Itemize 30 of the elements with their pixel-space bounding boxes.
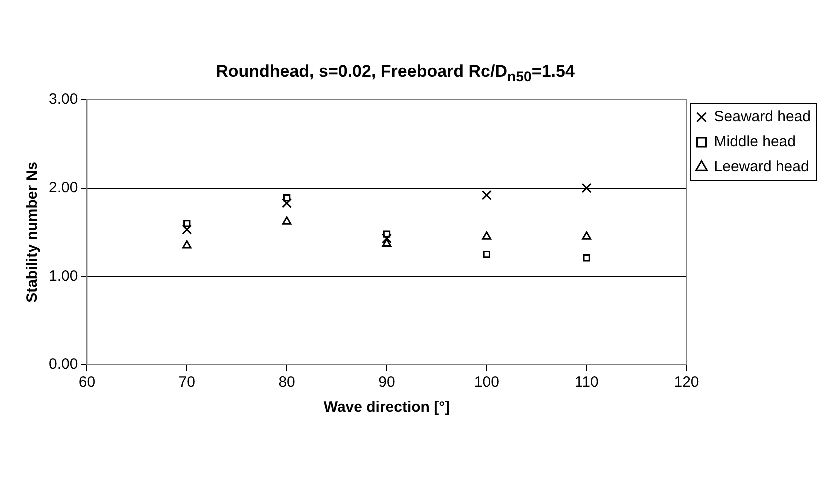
point: [483, 251, 490, 258]
point: [182, 240, 192, 249]
y-tick-label: 3.00: [48, 91, 78, 108]
point: [582, 183, 592, 194]
point: [382, 234, 392, 244]
y-tick-label: 0.00: [48, 356, 78, 374]
point: [282, 198, 292, 208]
point: [184, 220, 191, 228]
legend-label: Seaward head: [714, 108, 812, 126]
point: [182, 224, 192, 235]
x-tick-label: 100: [474, 374, 500, 392]
point: [583, 254, 590, 262]
x-axis-title: Wave direction [°]: [324, 399, 450, 416]
point: [382, 238, 392, 247]
y-tick-label: 1.00: [48, 268, 78, 285]
x-tick-label: 70: [178, 374, 196, 392]
y-tick-label: 2.00: [48, 179, 78, 196]
x-tick-label: 80: [278, 374, 296, 392]
y-axis-title: Stability number Ns: [24, 162, 42, 303]
x-tick-label: 60: [78, 374, 96, 392]
x-tick-label: 110: [574, 374, 599, 392]
x-tick-label: 120: [674, 374, 700, 392]
point: [482, 190, 492, 200]
chart-title: Roundhead, s=0.02, Freeboard Rc/D$_{n50}$=1.54: [215, 62, 576, 86]
point: [482, 232, 492, 240]
point: [282, 216, 292, 225]
point: [582, 232, 592, 240]
x-tick-label: 90: [378, 374, 396, 392]
legend-label: Leeward head: [714, 158, 810, 176]
legend-label: Middle head: [714, 134, 796, 151]
